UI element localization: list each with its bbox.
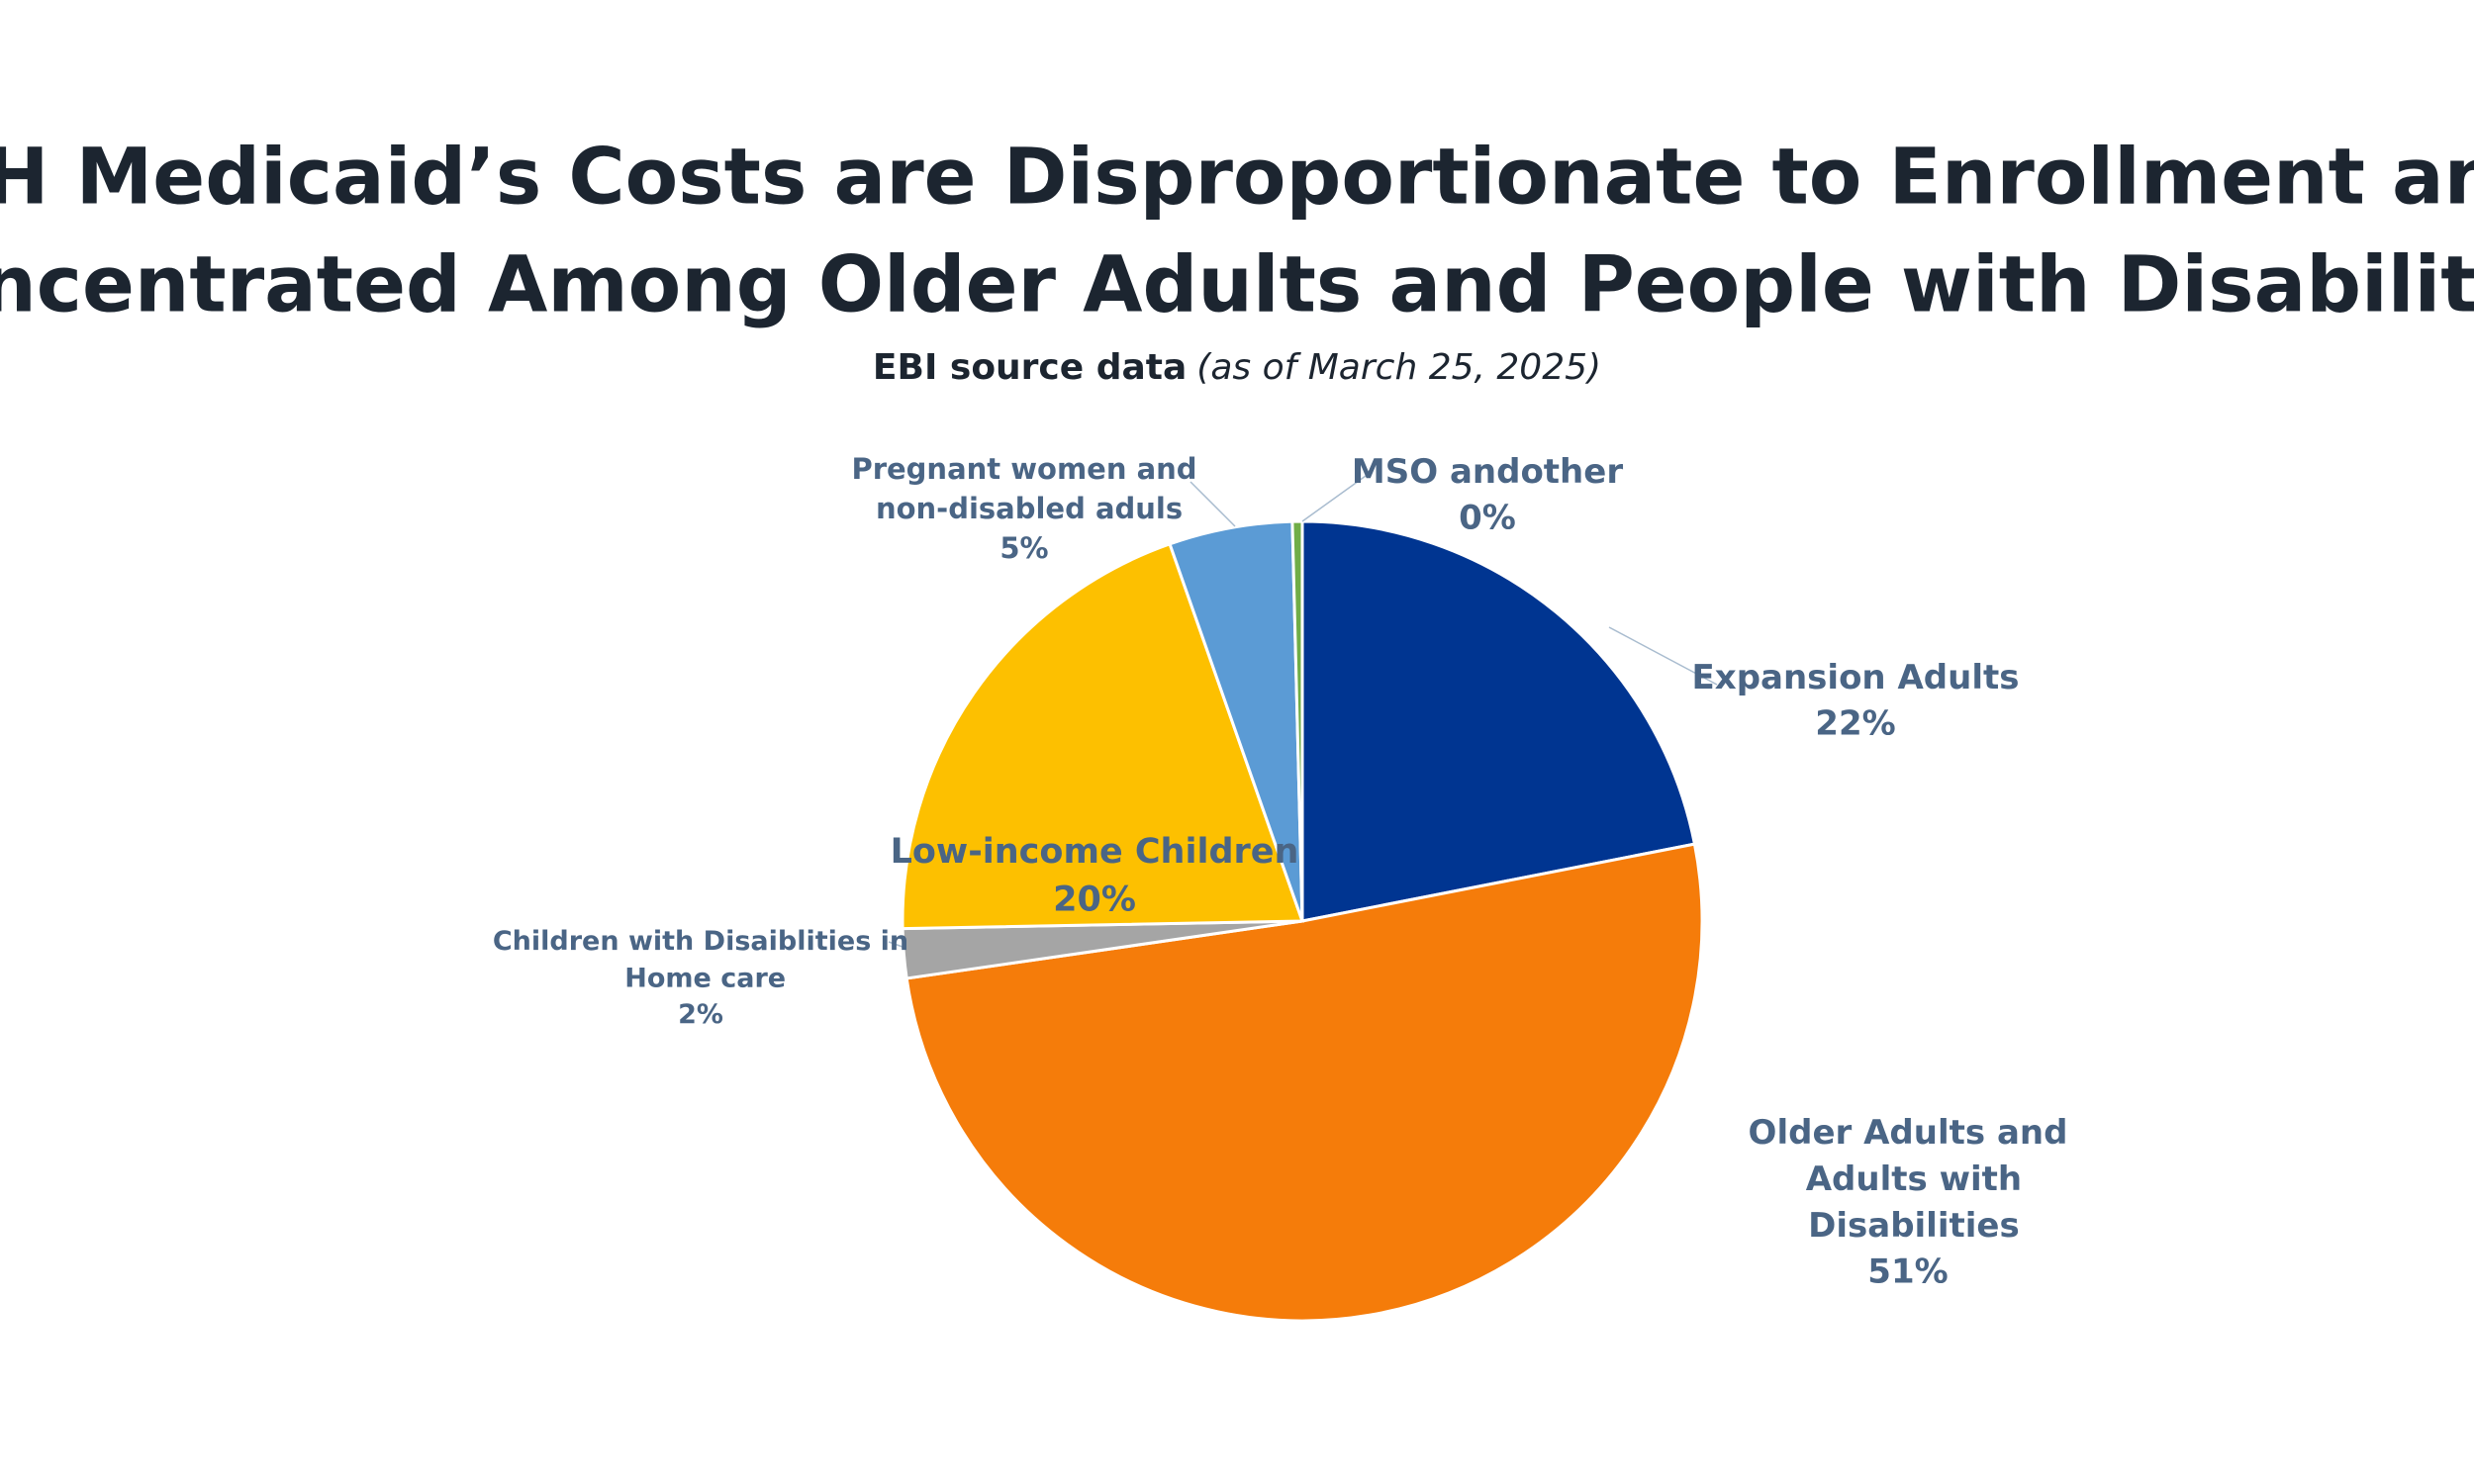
slice-value-label: 0% xyxy=(1459,498,1516,537)
leader-line xyxy=(1608,626,1718,686)
leader-line xyxy=(1301,475,1367,522)
slice-label: Older Adults and Adults with Disabilitie… xyxy=(1749,1113,2068,1246)
slice-label: Pregnant women and non-disabled aduls xyxy=(851,452,1196,525)
slice-label: MSO andother xyxy=(1352,452,1623,492)
chart-title: Concentrated Among Older Adults and Peop… xyxy=(0,240,2474,329)
slice-label: Children with Disaiblities in Home care xyxy=(493,926,908,993)
slice-value-label: 2% xyxy=(678,999,723,1030)
subtitle-note: (as of March 25, 2025) xyxy=(1196,347,1601,388)
chart-subtitle: EBI source data (as of March 25, 2025) xyxy=(873,347,1601,388)
subtitle: EBI source data xyxy=(873,347,1187,388)
chart-title: NH Medicaid’s Costs are Disproportionate… xyxy=(0,133,2474,222)
leader-line xyxy=(1189,481,1236,527)
slice-value-label: 22% xyxy=(1815,703,1895,743)
slice-value-label: 20% xyxy=(1053,880,1136,919)
pie-slice xyxy=(1290,519,1304,922)
slice-value-label: 51% xyxy=(1867,1252,1948,1291)
slice-label: Low-income Children xyxy=(891,832,1299,872)
leader-line xyxy=(888,941,904,948)
pie-slice xyxy=(1300,519,1697,923)
slice-value-label: 5% xyxy=(999,531,1048,565)
slice-label: Expansion Adults xyxy=(1692,658,2020,697)
pie-slice xyxy=(904,842,1704,1323)
